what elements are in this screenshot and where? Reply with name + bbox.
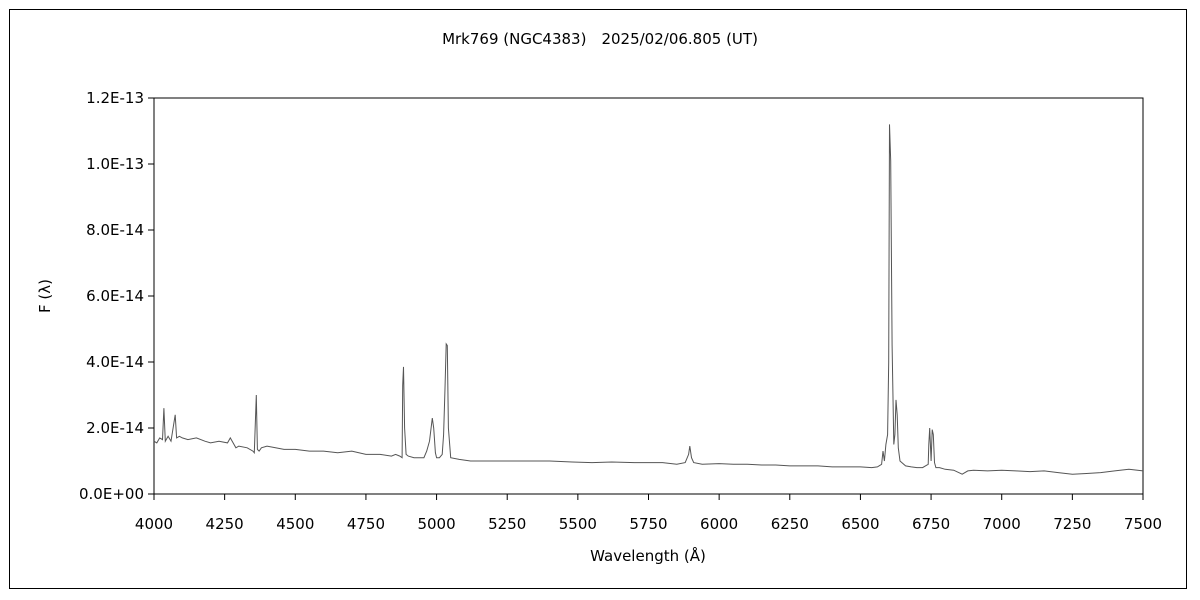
x-tick-label: 5500 (559, 515, 597, 533)
x-tick-label: 7000 (983, 515, 1021, 533)
y-tick-label: 8.0E-14 (86, 221, 144, 239)
y-tick-label: 6.0E-14 (86, 287, 144, 305)
x-tick-label: 6250 (771, 515, 809, 533)
y-axis-label: F (λ) (36, 279, 54, 313)
y-tick-label: 2.0E-14 (86, 419, 144, 437)
y-axis: 0.0E+00 2.0E-14 4.0E-14 6.0E-14 8.0E-14 1.0E-… (79, 89, 154, 503)
series-layer (153, 124, 1144, 475)
x-axis: 4000 4250 4500 4750 5000 5250 5500 5750 6000 6250… (135, 494, 1162, 533)
x-tick-label: 6000 (700, 515, 738, 533)
x-tick-label: 4500 (276, 515, 314, 533)
x-tick-label: 7250 (1053, 515, 1091, 533)
x-tick-label: 5250 (488, 515, 526, 533)
x-tick-label: 4750 (347, 515, 385, 533)
y-tick-label: 1.2E-13 (86, 89, 144, 107)
x-tick-label: 4000 (135, 515, 173, 533)
x-tick-label: 6500 (841, 515, 879, 533)
chart-frame (9, 9, 1187, 589)
x-tick-label: 7500 (1124, 515, 1162, 533)
y-tick-label: 0.0E+00 (79, 485, 144, 503)
plot-area (153, 97, 1144, 495)
x-tick-label: 4250 (206, 515, 244, 533)
x-tick-label: 5750 (629, 515, 667, 533)
x-tick-label: 6750 (912, 515, 950, 533)
y-tick-label: 4.0E-14 (86, 353, 144, 371)
x-tick-label: 5000 (417, 515, 455, 533)
y-tick-label: 1.0E-13 (86, 155, 144, 173)
x-axis-label: Wavelength (Å) (590, 546, 706, 565)
chart-title: Mrk769 (NGC4383) 2025/02/06.805 (UT) (442, 30, 758, 48)
spectrum-line (153, 124, 1144, 475)
